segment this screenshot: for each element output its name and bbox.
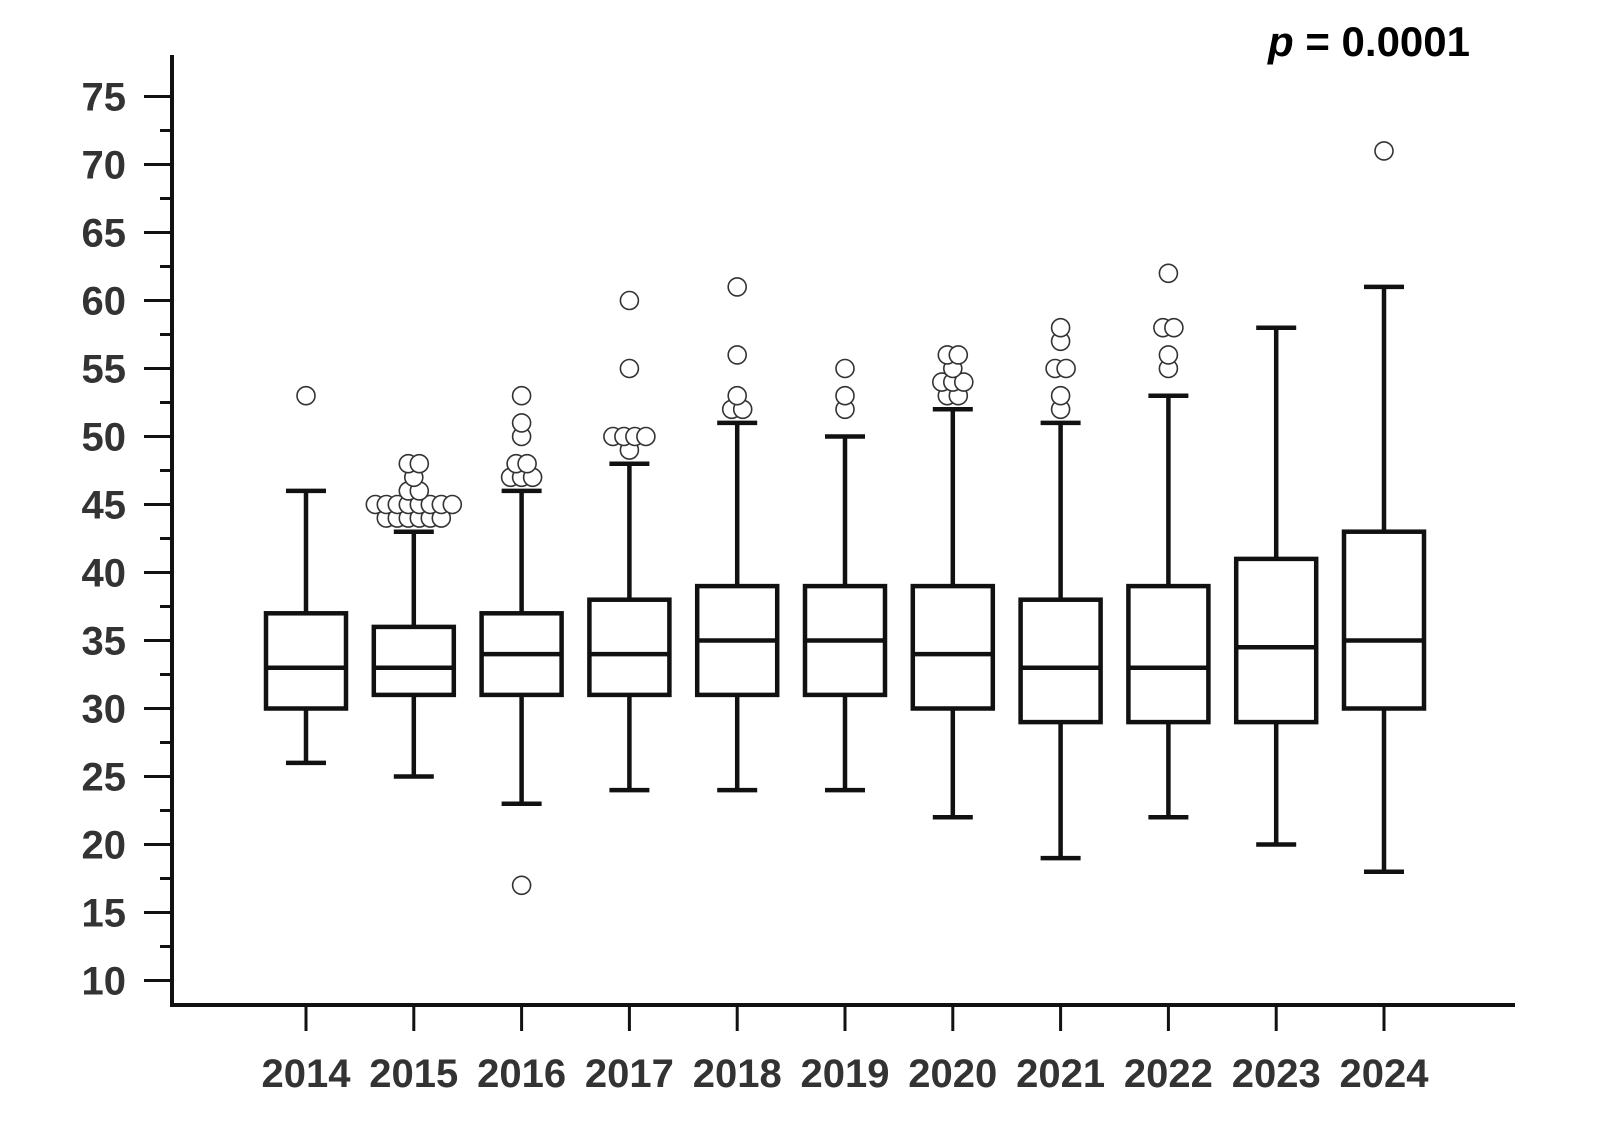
iqr-box (263, 611, 349, 711)
x-tick-label: 2016 (477, 1052, 566, 1096)
outlier-point (727, 345, 748, 365)
outlier-point (953, 372, 974, 392)
outlier-point (835, 385, 855, 406)
box-2020 (910, 345, 996, 820)
outlier-point (296, 385, 316, 406)
box-2022 (1126, 263, 1211, 820)
y-tick-label: 10 (82, 960, 127, 1004)
box-2021 (1018, 317, 1103, 861)
p-value-text: = 0.0001 (1294, 18, 1470, 65)
y-tick-label: 50 (82, 416, 127, 460)
x-axis: 2014 2015 2016 2017 2018 2019 2020 2021 2022 2023… (170, 1003, 1515, 1096)
outlier-point (511, 413, 532, 433)
outlier-point (619, 290, 640, 311)
box-2024 (1341, 141, 1427, 874)
outlier-point (835, 358, 855, 379)
outlier-point (1374, 141, 1394, 161)
iqr-box (910, 583, 996, 711)
iqr-box (587, 597, 672, 698)
y-tick-label: 75 (82, 76, 127, 120)
x-tick-label: 2015 (369, 1052, 458, 1096)
outlier-point (442, 494, 463, 515)
y-tick-label: 15 (82, 892, 127, 936)
outlier-point (619, 358, 640, 379)
x-tick-label: 2018 (693, 1052, 782, 1096)
outlier-point (1164, 317, 1184, 338)
y-tick-label: 25 (82, 756, 127, 800)
box-2014 (263, 385, 349, 766)
x-tick-label: 2024 (1340, 1052, 1430, 1096)
y-tick-label: 45 (82, 484, 127, 528)
x-tick-label: 2020 (908, 1052, 997, 1096)
outlier-point (409, 453, 430, 474)
outlier-point (1050, 317, 1071, 338)
outlier-point (636, 426, 656, 447)
p-value-annotation: p = 0.0001 (1267, 18, 1470, 65)
x-tick-label: 2019 (801, 1052, 890, 1096)
x-tick-label: 2023 (1232, 1052, 1321, 1096)
p-value-symbol: p (1267, 18, 1294, 65)
outlier-point (511, 385, 532, 406)
box-2018 (694, 277, 780, 793)
box-2016 (479, 385, 564, 896)
y-axis: 10 15 20 25 30 35 40 45 50 55 60 65 70 75 (82, 55, 174, 1005)
x-tick-label: 2022 (1124, 1052, 1213, 1096)
y-tick-label: 30 (82, 688, 127, 732)
y-tick-label: 60 (82, 280, 127, 324)
y-tick-label: 40 (82, 552, 127, 596)
iqr-box (1126, 583, 1211, 725)
outlier-point (1056, 358, 1076, 379)
x-tick-label: 2014 (262, 1052, 352, 1096)
y-tick-label: 55 (82, 348, 127, 392)
box-2017 (587, 290, 672, 793)
outlier-point (511, 875, 532, 896)
box-2015 (365, 453, 463, 779)
iqr-box (1341, 529, 1427, 711)
y-tick-label: 70 (82, 144, 127, 188)
y-tick-label: 20 (82, 824, 127, 868)
iqr-box (1018, 597, 1103, 725)
box-series (263, 141, 1427, 896)
iqr-box (1233, 556, 1319, 725)
outlier-point (1158, 263, 1179, 284)
outlier-point (727, 385, 748, 406)
y-tick-label: 65 (82, 212, 127, 256)
outlier-point (1158, 345, 1179, 365)
outlier-point (948, 345, 969, 365)
y-tick-label: 35 (82, 620, 127, 664)
outlier-point (727, 277, 748, 297)
box-2019 (802, 358, 888, 793)
x-tick-label: 2017 (585, 1052, 674, 1096)
box-2023 (1233, 325, 1319, 847)
outlier-point (1050, 385, 1071, 406)
x-tick-label: 2021 (1016, 1052, 1105, 1096)
iqr-box (371, 624, 457, 698)
outlier-point (517, 453, 537, 474)
